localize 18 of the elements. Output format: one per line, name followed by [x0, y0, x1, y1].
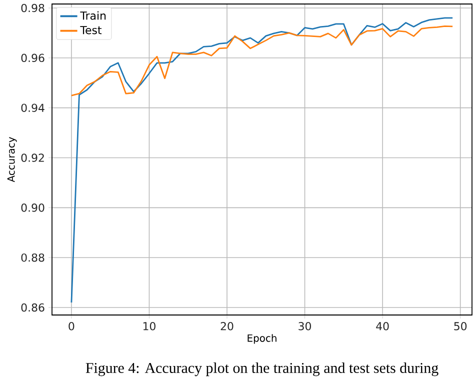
x-tick-label: 20: [220, 322, 234, 330]
x-tick-label: 10: [143, 322, 156, 330]
y-tick-label: 0.96: [21, 54, 44, 62]
y-tick-label: 0.98: [21, 4, 44, 12]
y-axis-title: Accuracy: [7, 137, 17, 182]
y-tick-label: 0.92: [21, 154, 44, 162]
y-tick-label: 0.90: [21, 204, 44, 212]
y-tick-label: 0.94: [21, 104, 44, 112]
x-tick-label: 50: [454, 322, 467, 330]
x-tick-label: 0: [68, 322, 74, 330]
legend-label: Test: [80, 26, 102, 34]
x-axis-title: Epoch: [248, 334, 276, 344]
caption: Figure 4: Accuracy plot on the training and test sets during: [86, 362, 438, 376]
y-tick-label: 0.88: [21, 253, 44, 262]
legend-label: Train: [80, 11, 106, 20]
y-tick-label: 0.86: [21, 303, 44, 312]
x-tick-label: 30: [298, 322, 312, 330]
x-tick-label: 40: [376, 322, 389, 330]
